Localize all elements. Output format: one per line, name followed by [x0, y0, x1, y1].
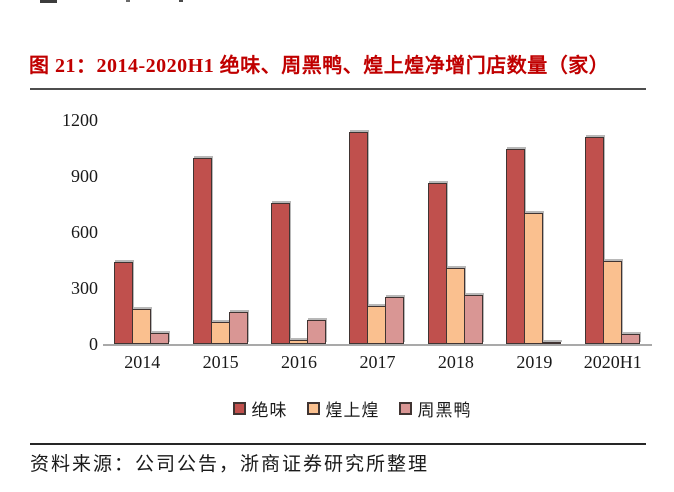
legend-swatch-icon — [306, 402, 320, 415]
x-tick-2017: 2017 — [359, 352, 396, 372]
bar-series1-2017 — [349, 132, 369, 344]
bar-series3-2015 — [228, 312, 248, 344]
legend-swatch-icon — [232, 402, 246, 415]
bar-group-2018 — [427, 120, 484, 344]
x-tick-2019: 2019 — [516, 352, 553, 372]
legend-label: 煌上煌 — [325, 401, 380, 420]
bar-group-2019 — [506, 120, 562, 344]
bar-group-2017 — [349, 120, 405, 344]
bar-series2-2017 — [367, 306, 387, 344]
bar-series3-2017 — [385, 297, 405, 344]
bar-series1-2020H1 — [584, 137, 604, 344]
legend-item-series2: 煌上煌 — [306, 396, 380, 421]
bar-series3-2019 — [542, 342, 562, 344]
bar-group-2015 — [192, 120, 249, 344]
y-axis: 0 300 600 900 1200 — [40, 111, 98, 353]
plot-area — [103, 120, 652, 346]
legend-item-series3: 周黑鸭 — [398, 396, 472, 421]
source-note: 资料来源：公司公告，浙商证券研究所整理 — [30, 454, 430, 475]
cropped-text-artifact — [179, 0, 183, 2]
y-tick-0: 0 — [89, 334, 98, 354]
bar-series3-2020H1 — [620, 334, 640, 344]
y-tick-900: 900 — [71, 166, 98, 186]
x-tick-2015: 2015 — [202, 352, 239, 372]
bar-series2-2018 — [445, 268, 465, 344]
chart-legend: 绝味 煌上煌 周黑鸭 — [0, 396, 674, 421]
cropped-text-artifact — [40, 0, 57, 3]
figure-title: 图 21：2014-2020H1 绝味、周黑鸭、煌上煌净增门店数量（家） — [29, 55, 610, 77]
bar-series1-2016 — [271, 203, 291, 344]
x-tick-2018: 2018 — [437, 352, 474, 372]
x-tick-2020H1: 2020H1 — [583, 352, 642, 372]
bar-series3-2016 — [307, 320, 327, 344]
bar-group-2014 — [114, 120, 170, 344]
title-divider — [30, 88, 646, 90]
cropped-text-artifact — [126, 0, 130, 2]
footer-divider — [30, 443, 646, 445]
bar-series3-2018 — [463, 295, 483, 344]
x-axis-labels: 2014 2015 2016 2017 2018 2019 2020H1 — [103, 352, 652, 373]
y-tick-600: 600 — [71, 222, 98, 242]
legend-swatch-icon — [398, 402, 412, 415]
x-tick-2014: 2014 — [124, 352, 161, 372]
legend-label: 绝味 — [251, 401, 288, 420]
bar-series1-2014 — [114, 262, 134, 344]
bar-group-2020H1 — [584, 120, 641, 344]
bar-series1-2019 — [506, 149, 526, 344]
bar-series1-2018 — [427, 183, 447, 344]
grouped-bar-chart: 0 300 600 900 1200 2014 2015 2016 2017 2018 2019 2… — [0, 100, 674, 430]
bar-series2-2015 — [210, 322, 230, 344]
bar-series1-2015 — [192, 158, 212, 344]
bar-series2-2019 — [524, 213, 544, 344]
legend-label: 周黑鸭 — [417, 401, 472, 420]
legend-item-series1: 绝味 — [232, 396, 288, 421]
x-tick-2016: 2016 — [281, 352, 318, 372]
y-tick-1200: 1200 — [62, 110, 98, 130]
bar-series3-2014 — [150, 333, 170, 344]
bar-group-2016 — [271, 120, 327, 344]
y-tick-300: 300 — [71, 278, 98, 298]
bar-series2-2020H1 — [602, 261, 622, 344]
bar-series2-2016 — [289, 340, 309, 344]
bar-series2-2014 — [132, 309, 152, 344]
